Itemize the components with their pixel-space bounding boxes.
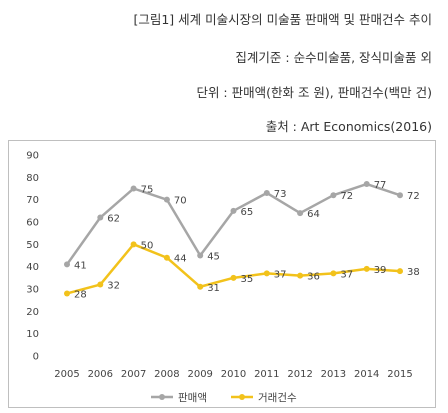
x-tick-label: 2015 — [387, 369, 412, 380]
data-point — [230, 274, 237, 281]
x-tick-label: 2009 — [187, 369, 212, 380]
legend-label: 판매액 — [178, 392, 207, 404]
data-label: 41 — [74, 260, 87, 271]
data-point — [397, 192, 403, 199]
data-label: 50 — [141, 240, 154, 251]
legend-marker — [159, 394, 165, 400]
x-tick-label: 2014 — [354, 369, 379, 380]
x-tick-label: 2010 — [221, 369, 246, 380]
legend-marker — [239, 394, 245, 400]
data-label: 72 — [407, 191, 420, 202]
chart-canvas: 0 10 20 30 40 50 60 70 80 90 2005 2006 2007 2008 2009 2… — [26, 151, 420, 405]
figure-caption: [그림1] 세계 미술시장의 미술품 판매액 및 판매건수 추이 — [133, 12, 432, 27]
y-tick-label: 30 — [26, 285, 39, 296]
data-label: 64 — [307, 209, 320, 220]
data-label: 65 — [241, 207, 254, 218]
data-label: 37 — [274, 269, 287, 280]
data-label: 77 — [374, 180, 387, 191]
data-point — [130, 241, 137, 248]
data-point — [363, 181, 370, 188]
data-point — [64, 261, 70, 268]
source-note: 출처 : Art Economics(2016) — [265, 119, 432, 134]
y-tick-label: 60 — [26, 218, 39, 229]
y-tick-label: 80 — [26, 173, 39, 184]
x-tick-label: 2013 — [321, 369, 346, 380]
x-tick-label: 2011 — [254, 369, 279, 380]
data-point — [130, 185, 137, 192]
y-tick-label: 50 — [26, 240, 39, 251]
data-label: 62 — [107, 214, 120, 225]
criteria-note: 집계기준 : 순수미술품, 장식미술품 외 — [235, 50, 432, 65]
data-label: 45 — [207, 252, 220, 263]
data-label: 36 — [307, 272, 320, 283]
data-point — [330, 192, 337, 199]
data-point — [97, 214, 104, 221]
x-tick-label: 2012 — [287, 369, 312, 380]
x-tick-label: 2006 — [88, 369, 113, 380]
data-label: 28 — [74, 289, 87, 300]
data-point — [163, 254, 170, 261]
data-point — [297, 272, 304, 279]
x-tick-label: 2005 — [54, 369, 79, 380]
legend-label: 거래건수 — [258, 392, 297, 404]
data-label: 37 — [340, 269, 353, 280]
line-chart: 0 10 20 30 40 50 60 70 80 90 2005 2006 2007 2008 2009 2… — [8, 140, 436, 408]
data-point — [197, 283, 204, 290]
x-tick-label: 2008 — [154, 369, 179, 380]
data-point — [263, 270, 270, 277]
data-point — [363, 265, 370, 272]
data-label: 44 — [174, 254, 187, 265]
data-point — [64, 290, 70, 297]
data-point — [397, 268, 403, 275]
data-point — [163, 196, 170, 203]
x-tick-label: 2007 — [121, 369, 146, 380]
y-tick-label: 70 — [26, 195, 39, 206]
data-label: 35 — [241, 274, 254, 285]
data-label: 31 — [207, 283, 220, 294]
data-point — [330, 270, 337, 277]
data-label: 38 — [407, 267, 420, 278]
data-label: 70 — [174, 196, 187, 207]
data-point — [263, 189, 270, 196]
y-tick-label: 90 — [26, 151, 39, 162]
y-tick-label: 10 — [26, 329, 39, 340]
unit-note: 단위 : 판매액(한화 조 원), 판매건수(백만 건) — [196, 85, 432, 100]
data-point — [197, 252, 204, 259]
data-point — [297, 210, 304, 217]
y-tick-label: 40 — [26, 262, 39, 273]
data-label: 39 — [374, 265, 387, 276]
data-label: 32 — [107, 281, 120, 292]
data-point — [97, 281, 104, 288]
data-label: 73 — [274, 189, 287, 200]
data-label: 75 — [141, 185, 154, 196]
y-tick-label: 0 — [33, 352, 39, 363]
data-point — [230, 207, 237, 214]
y-tick-label: 20 — [26, 307, 39, 318]
data-label: 72 — [340, 191, 353, 202]
